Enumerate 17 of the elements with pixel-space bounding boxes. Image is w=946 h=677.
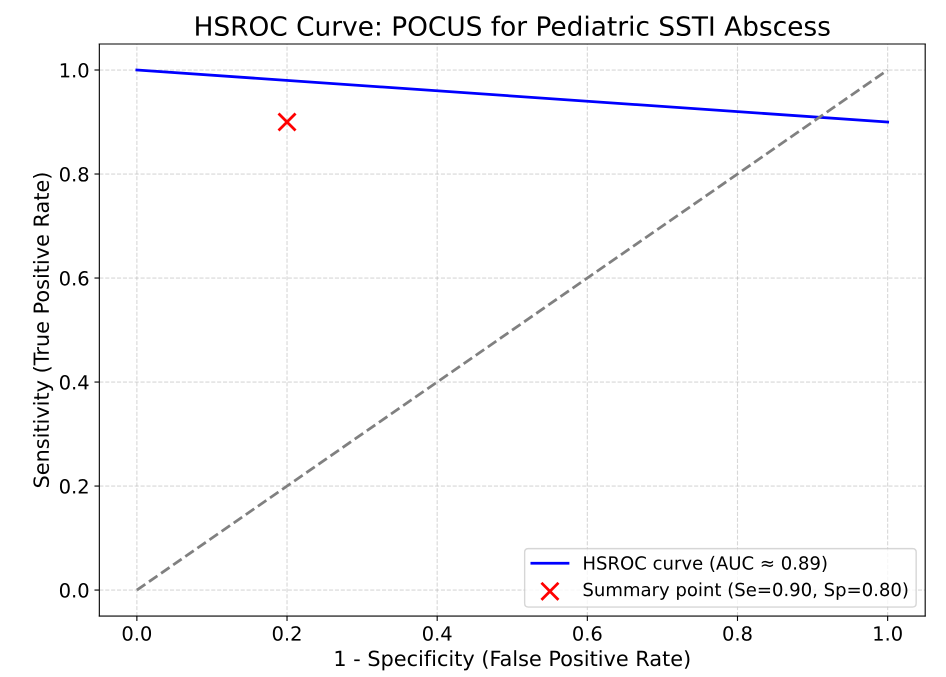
x-tick-label: 0.6 bbox=[573, 626, 602, 641]
y-axis-title: Sensitivity (True Positive Rate) bbox=[32, 173, 54, 488]
x-tick-label: 0.8 bbox=[723, 626, 752, 641]
y-tick-label: 0.8 bbox=[60, 166, 88, 182]
chart-title: HSROC Curve: POCUS for Pediatric SSTI Abscess bbox=[196, 16, 830, 36]
y-tick-label: 0.4 bbox=[60, 375, 89, 390]
y-tick-label: 0.2 bbox=[60, 479, 88, 494]
x-tick-label: 0.2 bbox=[272, 626, 301, 641]
legend-label: HSROC curve (AUC ≈ 0.89) bbox=[584, 556, 826, 572]
x-tick-label: 1.0 bbox=[874, 626, 902, 641]
y-tick-label: 0.0 bbox=[60, 583, 88, 598]
legend-label: Summary point (Se=0.90, Sp=0.80) bbox=[584, 582, 908, 600]
y-tick-label: 0.6 bbox=[60, 270, 88, 286]
x-tick-label: 0.0 bbox=[122, 626, 152, 641]
y-tick-label: 1.0 bbox=[60, 62, 88, 78]
x-tick-label: 0.4 bbox=[423, 626, 452, 641]
x-axis-title: 1 - Specificity (False Positive Rate) bbox=[336, 650, 690, 670]
